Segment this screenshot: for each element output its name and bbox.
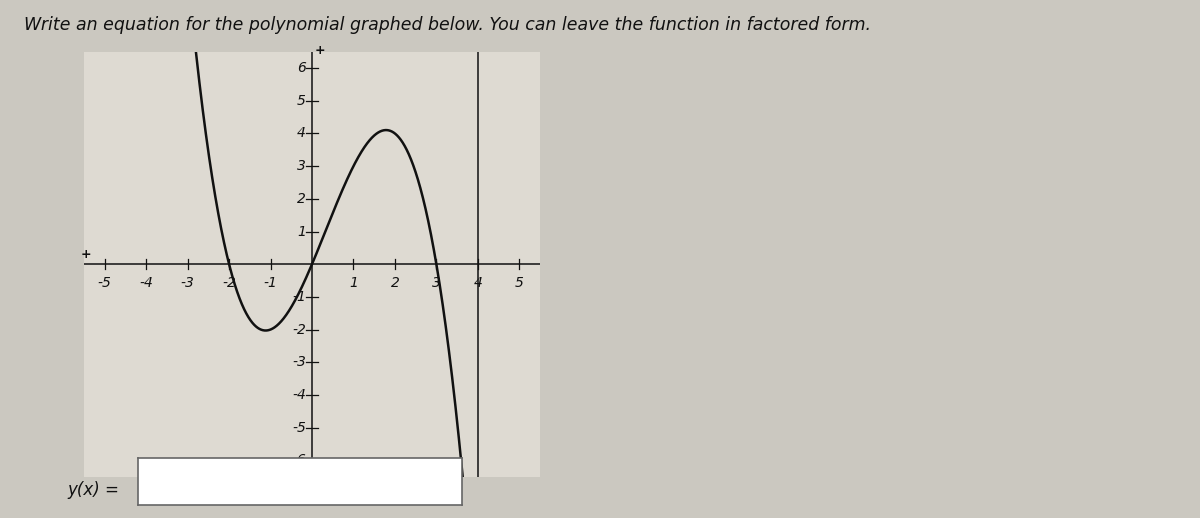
Text: -1: -1 <box>292 290 306 304</box>
Text: +: + <box>80 248 91 261</box>
Text: 2: 2 <box>390 276 400 290</box>
Text: -2: -2 <box>222 276 236 290</box>
Text: 4: 4 <box>296 126 306 140</box>
Text: -6: -6 <box>292 453 306 467</box>
Text: y(x) =: y(x) = <box>67 481 119 498</box>
Text: 1: 1 <box>296 224 306 238</box>
Text: 5: 5 <box>515 276 523 290</box>
Text: 5: 5 <box>296 94 306 108</box>
Text: -5: -5 <box>292 421 306 435</box>
Text: -2: -2 <box>292 323 306 337</box>
Text: -1: -1 <box>264 276 277 290</box>
Text: 2: 2 <box>296 192 306 206</box>
Text: 4: 4 <box>473 276 482 290</box>
Text: Write an equation for the polynomial graphed below. You can leave the function i: Write an equation for the polynomial gra… <box>24 16 871 34</box>
Text: -4: -4 <box>292 388 306 402</box>
Text: 3: 3 <box>296 159 306 173</box>
Text: -4: -4 <box>139 276 154 290</box>
Text: -3: -3 <box>181 276 194 290</box>
Text: -3: -3 <box>292 355 306 369</box>
Text: 1: 1 <box>349 276 358 290</box>
Text: -5: -5 <box>97 276 112 290</box>
Text: 3: 3 <box>432 276 440 290</box>
Text: 6: 6 <box>296 61 306 75</box>
Text: +: + <box>314 44 325 56</box>
